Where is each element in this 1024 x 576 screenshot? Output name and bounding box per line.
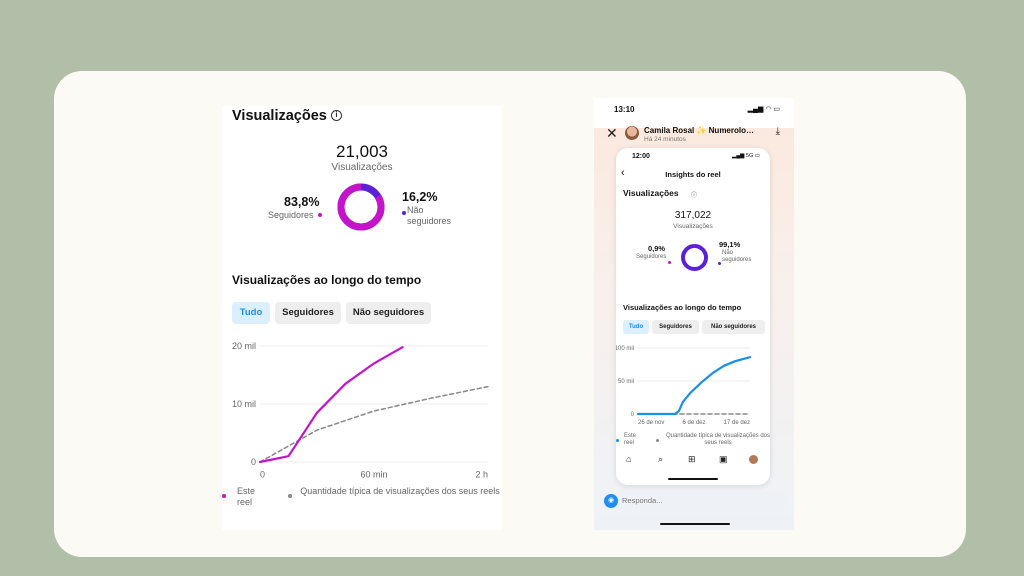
inner-followers-percent: 0,9% [648,244,666,253]
tab-nonfollowers[interactable]: Não seguidores [346,302,431,324]
in-chart-x-tick: 17 de dez [724,420,750,426]
inner-legend-this-reel: Este reel [624,433,637,446]
create-icon[interactable]: ⊞ [688,454,696,464]
legend-this-reel: Este reel [237,486,256,507]
views-donut-chart [337,183,385,231]
back-icon[interactable]: ‹ [621,167,625,179]
in-donut-nonfollowers-arc [681,244,708,271]
home-icon[interactable]: ⌂ [626,454,632,464]
inner-info-icon[interactable]: ⓘ [691,193,698,199]
inner-tab-nonfollowers[interactable]: Não seguidores [702,320,765,334]
inner-followers-dot [668,261,671,264]
in-chart-this-reel-line [636,356,752,416]
tab-all[interactable]: Tudo [232,302,270,324]
info-icon[interactable]: i [331,110,342,121]
lp-chart-y-tick: 10 mil [232,399,256,409]
lp-chart-x-tick: 0 [260,469,265,479]
search-icon[interactable]: ⌕ [658,454,664,464]
in-chart-y-tick: 100 mil [616,346,634,352]
inner-legend-typical: Quantidade típica de visualizações dos s… [665,433,770,446]
reply-input[interactable]: ◉ Responda... [600,491,788,511]
nonfollowers-dot [402,211,406,215]
inner-views-donut-chart [681,244,708,271]
inner-views-over-time-chart: 0 50 mil 100 mil 26 de nov 6 de dez 17 de dez [616,346,752,426]
inner-tab-followers[interactable]: Seguidores [652,320,699,334]
status-icons: ▂▄▆ ◠ ▭ [747,106,780,113]
download-icon[interactable]: ⤓ [775,126,780,137]
lp-donut-followers-arc [337,183,385,231]
close-icon[interactable]: ✕ [606,125,618,141]
nonfollowers-percent: 16,2% [402,190,438,204]
status-time: 13:10 [614,105,635,114]
background-card [54,71,966,557]
in-chart-x-tick: 6 de dez [682,420,705,426]
inner-nonfollowers-percent: 99,1% [719,240,741,249]
inner-legend-typical-dot [656,439,659,442]
lp-chart-y-tick: 20 mil [232,341,256,351]
followers-percent: 83,8% [284,195,320,209]
inner-screenshot: 12:00 ▂▄▆ 5G ▭ ‹ Insights do reel Visual… [616,148,770,485]
lp-chart-typical-line [259,385,489,463]
legend-typical: Quantidade típica de visualizações dos s… [300,486,500,496]
followers-dot [318,213,322,217]
story-username[interactable]: Camila Rosal ✨ Numerolo… [644,126,754,135]
insights-panel: Visualizações i 21,003 Visualizações 83,… [222,106,502,530]
in-chart-x-tick: 26 de nov [638,420,664,426]
inner-header: Insights do reel [665,170,721,179]
legend-typical-dot [288,494,292,498]
lp-chart-this-reel-line [258,346,404,464]
bottom-nav: ⌂ ⌕ ⊞ ▣ [616,454,770,472]
views-title: Visualizações [232,108,327,124]
avatar[interactable] [625,126,639,140]
inner-home-indicator [668,478,718,480]
inner-nonfollowers-label: Não seguidores [722,250,752,263]
profile-icon[interactable] [749,455,758,464]
nonfollowers-label: Não seguidores [407,205,452,226]
inner-status-icons: ▂▄▆ 5G ▭ [732,153,760,159]
in-donut-followers-arc [681,244,708,271]
inner-status-time: 12:00 [632,153,650,160]
followers-label: Seguidores [268,210,314,220]
tab-followers[interactable]: Seguidores [275,302,341,324]
in-chart-y-tick: 50 mil [618,379,634,385]
legend-this-dot [222,494,226,498]
home-indicator [660,523,730,525]
views-total-label: Visualizações [331,162,393,173]
inner-followers-label: Seguidores [636,254,667,260]
inner-views-total-label: Visualizações [673,223,713,230]
views-over-time-chart: 0 10 mil 20 mil 0 60 min 2 h [232,341,489,479]
lp-chart-y-tick: 0 [251,457,256,467]
camera-icon[interactable]: ◉ [604,494,618,508]
in-chart-y-tick: 0 [631,412,635,418]
phone-screenshot: 13:10 ▂▄▆ ◠ ▭ ✕ Camila Rosal ✨ Numerolo…… [594,98,794,530]
inner-legend-this-dot [616,439,619,442]
lp-chart-x-tick: 60 min [360,469,387,479]
lp-chart-x-tick: 2 h [475,469,488,479]
story-time: Há 24 minutos [644,136,686,143]
inner-views-total: 317,022 [674,210,712,221]
reels-icon[interactable]: ▣ [719,454,728,464]
inner-tab-all[interactable]: Tudo [623,320,649,334]
inner-views-title: Visualizações [623,188,679,198]
views-total: 21,003 [336,142,388,161]
inner-nonfollowers-dot [718,262,721,265]
over-time-title: Visualizações ao longo do tempo [232,273,422,287]
inner-over-time-title: Visualizações ao longo do tempo [623,303,742,312]
reply-placeholder: Responda... [622,496,663,505]
